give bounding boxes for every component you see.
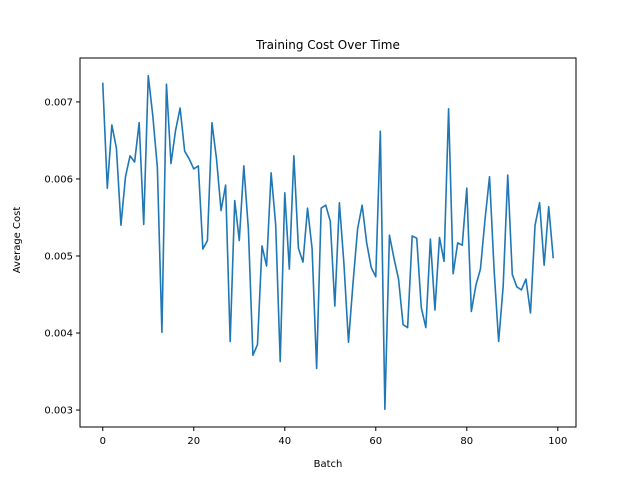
x-tick-label: 60 bbox=[369, 436, 382, 447]
x-tick-label: 80 bbox=[460, 436, 473, 447]
y-tick-label: 0.004 bbox=[44, 329, 73, 340]
y-axis-ticks: 0.003 0.004 0.005 0.006 0.007 bbox=[44, 97, 80, 417]
plot-area bbox=[101, 74, 555, 411]
y-tick-label: 0.007 bbox=[44, 97, 73, 108]
y-axis-label: Average Cost bbox=[12, 207, 23, 274]
y-tick-label: 0.006 bbox=[44, 174, 73, 185]
y-tick-label: 0.003 bbox=[44, 406, 73, 417]
series-line-0 bbox=[101, 74, 555, 411]
x-tick-label: 0 bbox=[100, 436, 106, 447]
y-tick-label: 0.005 bbox=[44, 251, 73, 262]
x-tick-label: 40 bbox=[278, 436, 291, 447]
x-tick-label: 100 bbox=[548, 436, 567, 447]
x-axis-label: Batch bbox=[314, 459, 343, 470]
chart-title: Training Cost Over Time bbox=[255, 38, 400, 52]
axes-frame bbox=[79, 57, 577, 428]
x-axis-ticks: 0 20 40 60 80 100 bbox=[100, 427, 567, 447]
x-tick-label: 20 bbox=[187, 436, 200, 447]
